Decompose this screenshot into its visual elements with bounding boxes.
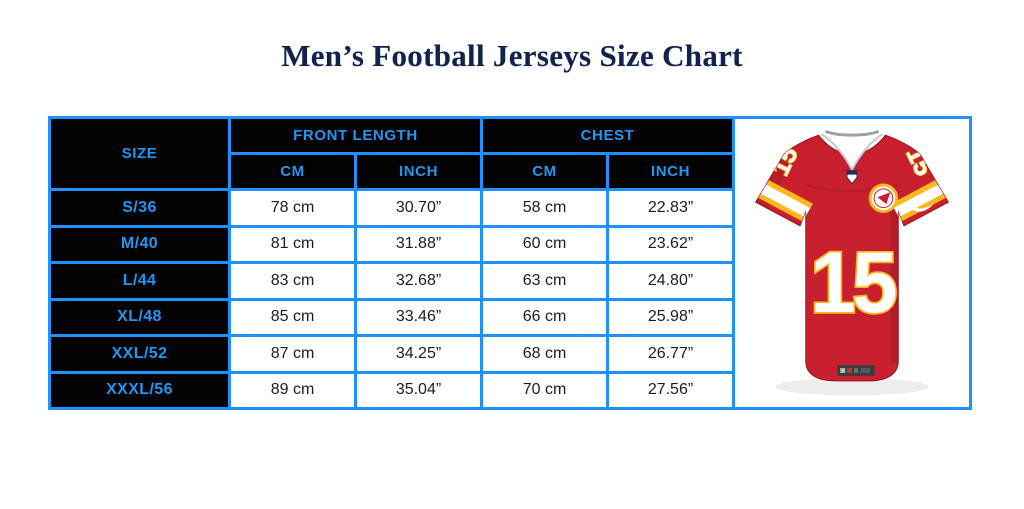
front-inch-cell: 32.68”: [354, 261, 483, 301]
chest-inch-cell: 24.80”: [606, 261, 735, 301]
chest-number: 15: [810, 234, 896, 330]
right-sleeve-white-band: [893, 184, 944, 218]
subheader-front-cm: CM: [228, 152, 357, 191]
size-chart-section: SIZE FRONT LENGTH CHEST CM INCH CM INCH …: [48, 116, 1024, 410]
page-title: Men’s Football Jerseys Size Chart: [281, 38, 743, 73]
collar-trim: [821, 133, 883, 171]
jock-tag: [837, 365, 875, 376]
size-cell: S/36: [48, 188, 231, 228]
chest-cm-cell: 70 cm: [480, 370, 609, 410]
chest-cm-cell: 60 cm: [480, 224, 609, 264]
team-chest-patch: [868, 183, 899, 213]
subheader-chest-cm: CM: [480, 152, 609, 191]
column-header-size: SIZE: [48, 116, 231, 191]
collar-opening: [821, 130, 883, 170]
table-row: L/44 83 cm 32.68” 63 cm 24.80”: [48, 261, 735, 301]
table-row: XXXL/56 89 cm 35.04” 70 cm 27.56”: [48, 370, 735, 410]
size-table: SIZE FRONT LENGTH CHEST CM INCH CM INCH …: [48, 116, 735, 410]
size-cell: XL/48: [48, 297, 231, 337]
front-cm-cell: 78 cm: [228, 188, 357, 228]
front-cm-cell: 85 cm: [228, 297, 357, 337]
jersey-shadow: [775, 377, 929, 396]
right-sleeve-gold-stripe: [899, 193, 946, 222]
size-cell: XXXL/56: [48, 370, 231, 410]
front-cm-cell: 87 cm: [228, 334, 357, 374]
subheader-chest-inch: INCH: [606, 152, 735, 191]
front-cm-cell: 89 cm: [228, 370, 357, 410]
chest-inch-cell: 26.77”: [606, 334, 735, 374]
jersey-product-image: 15 15 15: [732, 116, 972, 410]
chest-inch-cell: 27.56”: [606, 370, 735, 410]
body-shading: [890, 204, 900, 364]
front-inch-cell: 34.25”: [354, 334, 483, 374]
football-jersey-illustration: 15 15 15: [754, 130, 950, 396]
column-header-front-length: FRONT LENGTH: [228, 116, 483, 155]
chest-cm-cell: 66 cm: [480, 297, 609, 337]
chest-cm-cell: 58 cm: [480, 188, 609, 228]
front-inch-cell: 31.88”: [354, 224, 483, 264]
subheader-front-inch: INCH: [354, 152, 483, 191]
nfl-shield-logo: [846, 170, 858, 185]
swoosh-icon: [909, 204, 934, 212]
table-row: S/36 78 cm 30.70” 58 cm 22.83”: [48, 188, 735, 228]
size-table-body: S/36 78 cm 30.70” 58 cm 22.83” M/40 81 cm 31.88…: [48, 188, 735, 410]
table-row: XXL/52 87 cm 34.25” 68 cm 26.77”: [48, 334, 735, 374]
column-header-chest: CHEST: [480, 116, 735, 155]
back-collar-trim: [824, 130, 880, 137]
front-inch-cell: 35.04”: [354, 370, 483, 410]
right-sleeve-gold-stripe: [890, 180, 938, 208]
table-row: XL/48 85 cm 33.46” 66 cm 25.98”: [48, 297, 735, 337]
table-header-sub-row: CM INCH CM INCH: [50, 152, 735, 191]
front-cm-cell: 83 cm: [228, 261, 357, 301]
chest-cm-cell: 68 cm: [480, 334, 609, 374]
table-header-group-row: SIZE FRONT LENGTH CHEST: [48, 116, 735, 191]
left-sleeve-white-band: [760, 184, 811, 218]
front-inch-cell: 30.70”: [354, 188, 483, 228]
chest-cm-cell: 63 cm: [480, 261, 609, 301]
left-sleeve-gold-stripe: [766, 180, 814, 208]
left-sleeve-gold-stripe: [758, 193, 805, 222]
table-row: M/40 81 cm 31.88” 60 cm 23.62”: [48, 224, 735, 264]
chest-inch-cell: 22.83”: [606, 188, 735, 228]
front-cm-cell: 81 cm: [228, 224, 357, 264]
chest-inch-cell: 25.98”: [606, 297, 735, 337]
chest-inch-cell: 23.62”: [606, 224, 735, 264]
size-cell: L/44: [48, 261, 231, 301]
size-cell: XXL/52: [48, 334, 231, 374]
size-cell: M/40: [48, 224, 231, 264]
front-inch-cell: 33.46”: [354, 297, 483, 337]
